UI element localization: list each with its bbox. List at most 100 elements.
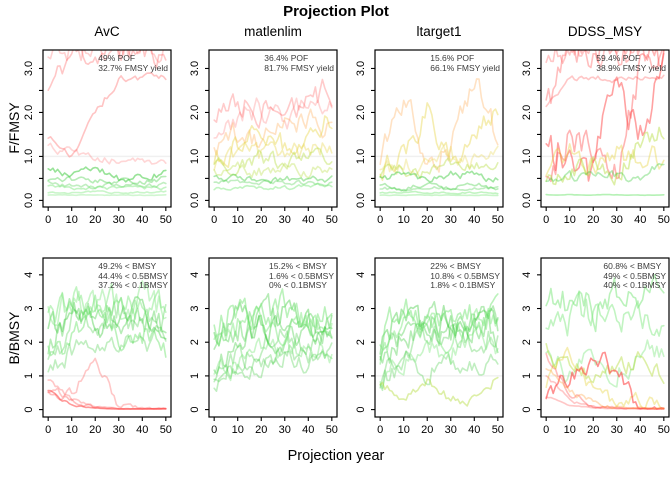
y-tick-label: 4 [23,272,35,278]
x-tick-label: 10 [66,214,78,226]
x-tick-label: 40 [302,214,314,226]
simulation-line-lightgreen [213,335,333,382]
y-tick-label: 3 [189,305,201,311]
simulation-line-green [47,298,167,355]
panel-stats-annotation: 49.2% < BMSY 44.4% < 0.5BMSY 37.2% < 0.1BM… [98,261,168,291]
simulation-line-yellowgreen [213,147,333,177]
y-tick-label: 1 [355,373,367,379]
x-tick-label: 0 [377,424,383,436]
simulation-line-lightgreen [379,193,499,197]
x-tick-label: 50 [492,424,504,436]
simulation-line-red [545,50,660,69]
simulation-line-yellow [379,102,499,182]
y-tick-label: 4 [355,272,367,278]
x-tick-label: 50 [658,424,670,436]
x-tick-label: 20 [421,214,433,226]
simulation-line-green [213,312,333,375]
simulation-line-yellowgreen [379,376,499,407]
simulation-line-red [545,396,665,410]
simulation-line-lightgreen [545,291,665,337]
x-tick-label: 50 [160,424,172,436]
simulation-line-orange [379,78,499,173]
simulation-line-red [545,50,663,105]
stat-line: 49.2% < BMSY [98,261,157,271]
stat-line: 36.4% POF [264,53,309,63]
simulation-line-lightgreen [379,293,499,351]
simulation-line-lightgreen [47,282,167,323]
simulation-line-green [545,162,665,183]
simulation-line-lightgreen [379,307,499,365]
x-tick-label: 40 [634,424,646,436]
panel-matlenlim-bbmsy: 0 10 20 30 40 50 0 1 2 3 4 [189,257,338,436]
stat-line: 44.4% < 0.5BMSY [98,270,168,281]
y-tick-label: 1.0 [23,149,35,164]
x-tick-label: 50 [658,214,670,226]
plot-box [208,257,338,418]
panel-stats-annotation: 22% < BMSY 10.8% < 0.5BMSY 1.8% < 0.1BMSY [430,261,500,291]
x-tick-label: 0 [45,424,51,436]
x-tick-label: 10 [66,424,78,436]
simulation-line-green [379,323,499,392]
simulation-line-green [213,342,333,392]
simulation-line-red [213,97,333,139]
x-tick-label: 40 [468,214,480,226]
stat-line: 10.8% < 0.5BMSY [430,270,500,281]
simulation-line-lightgreen [213,305,333,347]
y-tick-label: 2 [355,339,367,345]
x-tick-label: 40 [468,424,480,436]
simulation-line-lightgreen [47,193,167,197]
x-tick-label: 20 [421,424,433,436]
simulation-line-green [47,296,167,360]
stat-line: 81.7% FMSY yield [264,62,334,73]
simulation-line-red [47,390,167,410]
simulation-line-yellowgreen [545,343,665,384]
simulation-line-green [379,186,499,192]
panel-avc-ffmsy: 0 10 20 30 40 50 0.0 1.0 2.0 3.0 [23,49,172,226]
simulation-line-green [213,299,333,347]
panel-stats-annotation: 36.4% POF 81.7% FMSY yield [264,53,334,73]
x-tick-label: 20 [255,424,267,436]
panel-stats-annotation: 15.2% < BMSY 1.6% < 0.5BMSY 0% < 0.1BMSY [269,261,334,291]
simulation-line-orange [545,368,665,410]
simulation-line-yellow [213,141,333,171]
simulation-line-lightgreen [47,280,167,327]
simulation-line-green [213,173,333,184]
simulation-line-lightgreen [545,339,665,388]
stat-line: 1.8% < 0.1BMSY [430,280,496,290]
x-tick-label: 30 [611,214,623,226]
x-tick-label: 20 [89,424,101,436]
y-tick-label: 2.0 [521,105,533,120]
simulation-line-red [47,50,167,91]
stat-line: 40% < 0.1BMSY [603,280,666,290]
y-tick-label: 3.0 [23,61,35,76]
simulation-line-red [47,50,165,64]
x-tick-label: 10 [398,214,410,226]
y-tick-label: 2.0 [23,105,35,120]
x-tick-label: 30 [611,424,623,436]
y-tick-label: 2.0 [189,105,201,120]
simulation-line-green [47,296,167,340]
panel-stats-annotation: 60.8% < BMSY 49% < 0.5BMSY 40% < 0.1BMSY [603,261,666,291]
stat-line: 49% POF [98,53,136,63]
simulation-line-green [47,324,167,373]
x-tick-label: 50 [326,214,338,226]
x-tick-label: 20 [89,214,101,226]
simulation-line-yellowgreen [545,126,665,186]
y-tick-label: 0.0 [189,193,201,208]
y-tick-label: 2 [521,339,533,345]
y-tick-label: 1 [23,373,35,379]
stat-line: 15.6% POF [430,53,475,63]
x-axis-label: Projection year [287,448,385,464]
simulation-line-red [47,379,167,410]
stat-line: 0% < 0.1BMSY [269,280,327,290]
simulation-line-lightgreen [47,294,167,358]
y-tick-label: 4 [189,272,201,278]
simulation-line-lightgreen [47,190,167,195]
panel-stats-annotation: 49% POF 32.7% FMSY yield [98,53,168,73]
stat-line: 15.2% < BMSY [269,261,327,271]
simulation-line-yellowgreen [213,161,333,179]
x-tick-label: 40 [136,424,148,436]
y-tick-label: 3 [355,305,367,311]
column-title-ltarget1: ltarget1 [416,24,462,39]
